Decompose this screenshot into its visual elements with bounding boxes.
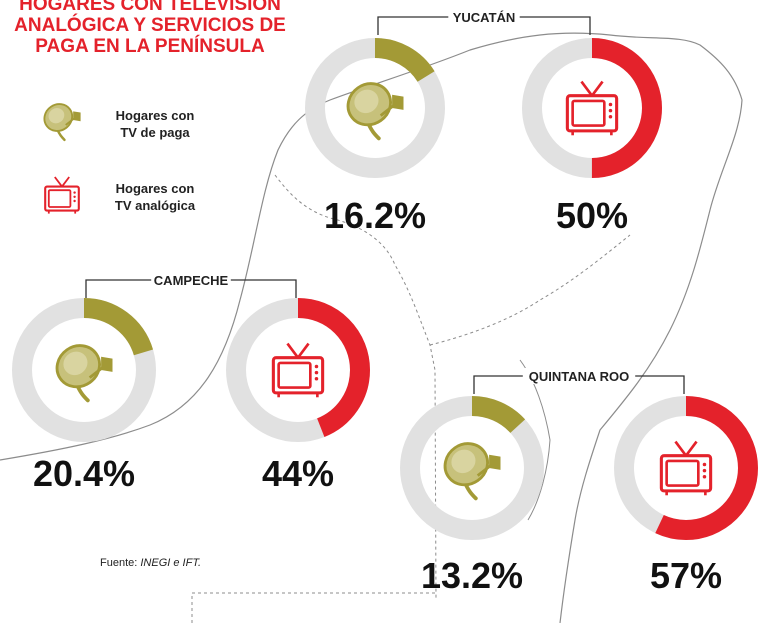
pay-tv-ring-campeche-segment [12, 298, 156, 442]
state-group-quintana-roo: 13.2% 57% [400, 396, 758, 596]
state-bracket-campeche: CAMPECHE [85, 272, 297, 298]
state-border-quintana-roo [429, 234, 631, 346]
legend-analog-line-2: TV analógica [114, 198, 196, 213]
television-icon [565, 80, 619, 136]
infographic-title: HOGARES CON TELEVISIÓN ANALÓGICA Y SERVI… [0, 0, 300, 57]
source-note: Fuente: INEGI e IFT. [100, 557, 201, 569]
state-border-campeche [274, 174, 437, 601]
satellite-dish-icon [43, 103, 81, 142]
analog-tv-value-yucat-n: 50% [556, 195, 628, 236]
legend-pay-line-2: TV de paga [120, 125, 190, 140]
television-icon [659, 440, 713, 496]
analog-tv-value-quintana-roo: 57% [650, 555, 722, 596]
analog-tv-ring-quintana-roo-segment [614, 396, 758, 540]
state-group-yucat-n: 16.2% 50% [305, 38, 662, 236]
pay-tv-ring-quintana-roo-segment [400, 396, 544, 540]
title-line-3: PAGA EN LA PENÍNSULA [35, 36, 265, 57]
pay-tv-value-campeche: 20.4% [33, 453, 135, 494]
title-line-2: ANALÓGICA Y SERVICIOS DE [14, 15, 286, 36]
analog-tv-value-campeche: 44% [262, 453, 334, 494]
television-icon [271, 342, 325, 398]
legend-pay-line-1: Hogares con [115, 108, 195, 123]
analog-tv-ring-yucat-n-segment [522, 38, 662, 178]
pay-tv-ring-yucat-n-segment [305, 38, 445, 178]
legend-icons [43, 103, 81, 214]
state-bracket-yucat-n: YUCATÁN [377, 9, 591, 35]
state-name-yucat-n: YUCATÁN [453, 10, 516, 25]
pay-tv-value-yucat-n: 16.2% [324, 195, 426, 236]
source-prefix: Fuente: [100, 557, 141, 569]
southern-border [191, 592, 436, 623]
source-value: INEGI e IFT. [140, 557, 202, 569]
state-name-quintana-roo: QUINTANA ROO [529, 369, 629, 384]
state-name-campeche: CAMPECHE [154, 273, 229, 288]
legend-analog-line-1: Hogares con [115, 181, 195, 196]
television-icon [44, 176, 80, 214]
satellite-dish-icon [346, 82, 404, 141]
legend-label-pay-tv: Hogares con TV de paga [100, 107, 210, 141]
analog-tv-ring-campeche-segment [226, 298, 370, 442]
pay-tv-value-quintana-roo: 13.2% [421, 555, 523, 596]
peninsula-coastline [0, 32, 743, 623]
satellite-dish-icon [443, 442, 501, 501]
donut-charts: 16.2% 50% 20.4% 44% 13.2% 57% [12, 38, 758, 596]
state-bracket-quintana-roo: QUINTANA ROO [473, 368, 685, 394]
title-line-1: HOGARES CON TELEVISIÓN [19, 0, 281, 15]
state-group-campeche: 20.4% 44% [12, 298, 370, 494]
satellite-dish-icon [55, 344, 113, 403]
legend-label-analog-tv: Hogares con TV analógica [100, 180, 210, 214]
state-brackets: YUCATÁN CAMPECHE QUINTANA ROO [85, 9, 685, 394]
